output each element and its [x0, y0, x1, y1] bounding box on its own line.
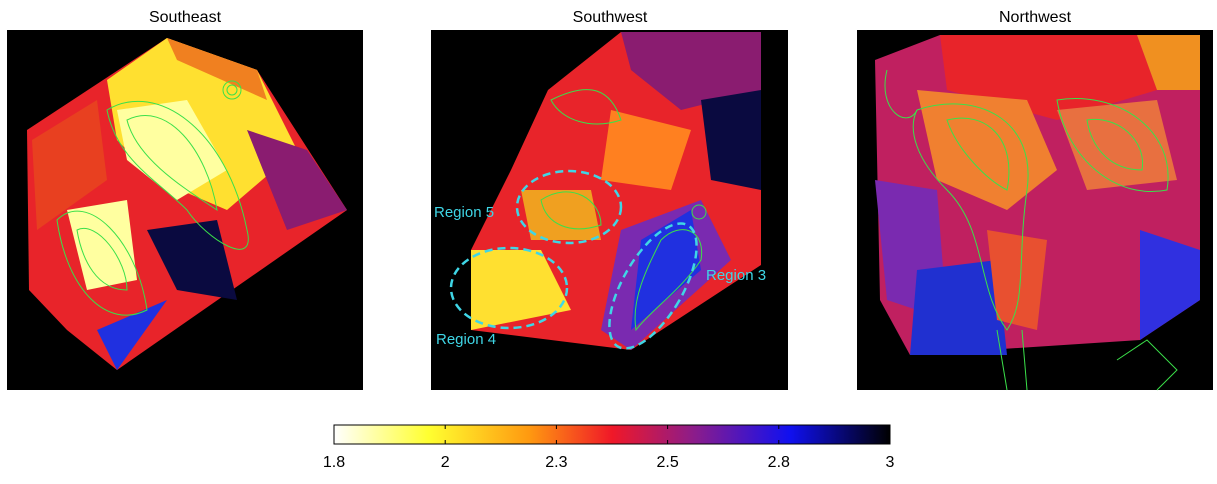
panel-title: Northwest [999, 9, 1072, 26]
figure: Southeast Southwest R [0, 0, 1217, 479]
map-panel [7, 30, 363, 390]
tick-label: 3 [886, 454, 895, 471]
tick-label: 2.3 [545, 454, 567, 471]
colorbar [334, 425, 890, 444]
tick-label: 2.5 [656, 454, 678, 471]
panel-title: Southeast [149, 9, 222, 26]
tick-label: 2 [441, 454, 450, 471]
map-panel: Region 5 Region 4 Region 3 [431, 30, 788, 390]
region-label: Region 3 [706, 267, 766, 284]
region-label: Region 5 [434, 204, 494, 221]
tick-label: 2.8 [768, 454, 790, 471]
panel-title: Southwest [573, 9, 648, 26]
region-label: Region 4 [436, 331, 496, 348]
tick-label: 1.8 [323, 454, 345, 471]
map-panel [857, 30, 1213, 390]
colorbar-gradient [334, 425, 890, 444]
